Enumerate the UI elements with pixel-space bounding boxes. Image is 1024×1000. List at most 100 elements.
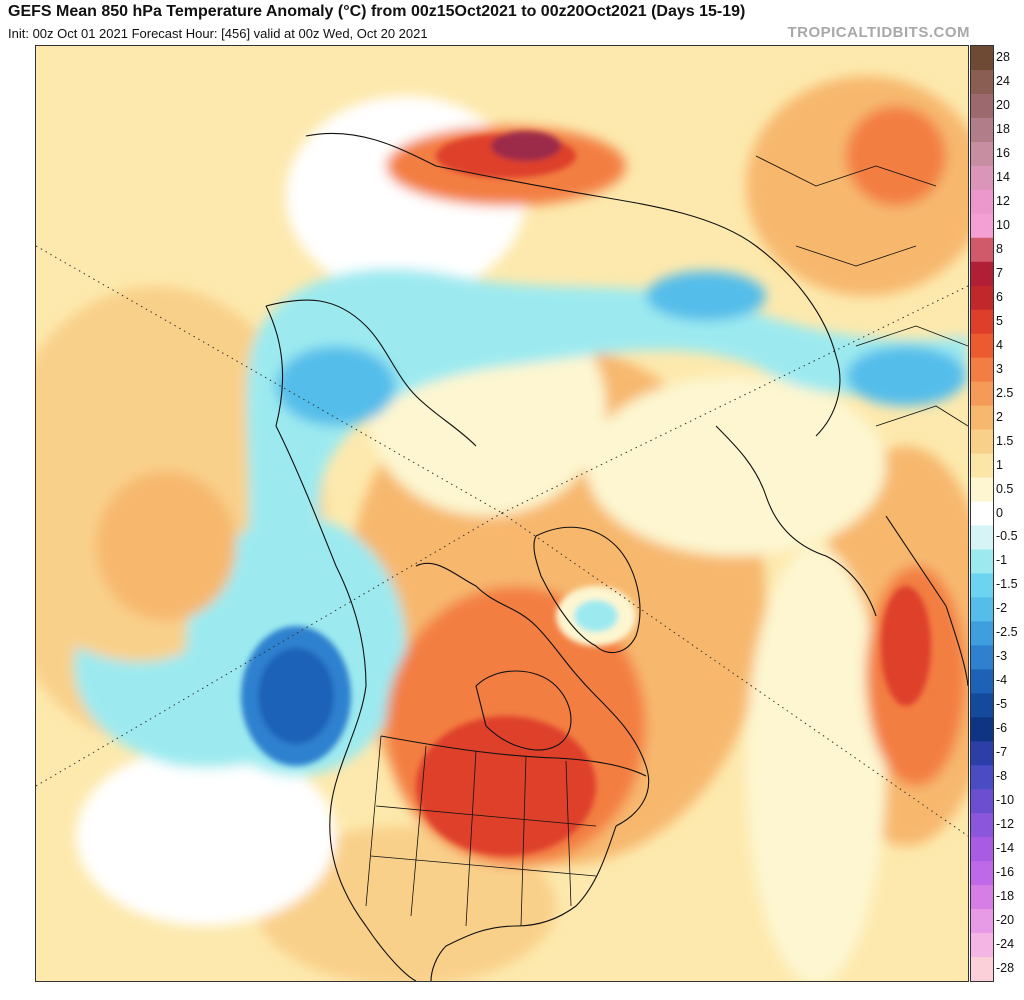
colorbar-tick-label: -4 <box>996 673 1008 688</box>
coast-north-america-west <box>265 305 417 981</box>
coast-greenland <box>533 526 641 654</box>
coast-scandinavia <box>715 425 877 617</box>
colorbar-tick-label: -18 <box>996 889 1015 904</box>
graticule-lines <box>36 245 968 837</box>
colorbar-tick-label: -10 <box>996 793 1015 808</box>
colorbar-tick-label: 1.5 <box>996 433 1014 448</box>
colorbar-tick-label: 4 <box>996 337 1003 352</box>
colorbar-tick-label: -2 <box>996 601 1008 616</box>
colorbar-tick-label: -20 <box>996 913 1015 928</box>
border-us-states <box>365 735 597 927</box>
colorbar-swatches <box>971 46 993 981</box>
graticule-meridian-se <box>501 512 968 837</box>
colorbar-swatch <box>971 261 993 287</box>
anomaly-cool-greenland <box>574 600 618 632</box>
colorbar-tick-label: -0.5 <box>996 529 1018 544</box>
colorbar-tick-label: 0.5 <box>996 481 1014 496</box>
colorbar-tick-label: 24 <box>996 73 1010 88</box>
coastlines <box>265 132 968 981</box>
colorbar-tick-label: 2 <box>996 409 1003 424</box>
colorbar-swatch <box>971 453 993 479</box>
colorbar-swatch <box>971 837 993 862</box>
anomaly-cool-alaska <box>276 346 396 426</box>
forecast-init-subtitle: Init: 00z Oct 01 2021 Forecast Hour: [45… <box>8 26 428 41</box>
colorbar-tick-label: 10 <box>996 217 1010 232</box>
anomaly-neutral-scandinavia <box>586 376 886 556</box>
coast-hudson-bay <box>475 670 572 751</box>
colorbar-swatch <box>971 813 993 838</box>
colorbar-swatch <box>971 117 993 143</box>
anomaly-warm-mexico-region <box>256 826 556 981</box>
site-brand-watermark[interactable]: TROPICALTIDBITS.COM <box>787 24 970 41</box>
anomaly-cool-east-asia <box>846 346 966 406</box>
colorbar-tick-label: -2.5 <box>996 625 1018 640</box>
coast-canada-arctic <box>415 562 650 827</box>
anomaly-neutral-atlantic <box>746 546 886 981</box>
anomaly-peak-shading <box>241 131 931 856</box>
colorbar-swatch <box>971 46 993 71</box>
colorbar-swatch <box>971 285 993 311</box>
colorbar-tick-label: 18 <box>996 121 1010 136</box>
colorbar-swatch <box>971 501 993 526</box>
colorbar-swatch <box>971 669 993 694</box>
colorbar-swatch <box>971 717 993 742</box>
coast-us-east-gulf <box>430 825 617 981</box>
colorbar-swatch <box>971 861 993 886</box>
colorbar-swatch <box>971 597 993 622</box>
anomaly-map-canvas <box>36 46 968 981</box>
anomaly-peak-siberia <box>491 131 561 161</box>
colorbar-swatch <box>971 621 993 646</box>
colorbar-swatch <box>971 237 993 263</box>
colorbar-swatch <box>971 141 993 167</box>
graticule-meridian-sw <box>36 512 503 787</box>
colorbar-tick-label: 3 <box>996 361 1003 376</box>
colorbar-swatch <box>971 741 993 766</box>
colorbar-tick-label: -1.5 <box>996 577 1018 592</box>
colorbar <box>970 45 994 982</box>
colorbar-tick-label: -1 <box>996 553 1008 568</box>
anomaly-cold-peak-pacific <box>258 648 334 744</box>
colorbar-tick-label: -6 <box>996 721 1008 736</box>
colorbar-tick-label: -16 <box>996 865 1015 880</box>
colorbar-tick-label: 8 <box>996 241 1003 256</box>
colorbar-swatch <box>971 933 993 958</box>
colorbar-swatch <box>971 693 993 718</box>
graticule-meridian-ne <box>501 285 968 514</box>
colorbar-tick-label: -14 <box>996 841 1015 856</box>
colorbar-swatch <box>971 645 993 670</box>
colorbar-swatch <box>971 957 993 981</box>
colorbar-swatch <box>971 309 993 335</box>
colorbar-tick-label: 12 <box>996 193 1010 208</box>
border-eurasia-countries <box>755 155 968 427</box>
anomaly-map <box>35 45 969 982</box>
colorbar-swatch <box>971 525 993 550</box>
colorbar-tick-label: 6 <box>996 289 1003 304</box>
colorbar-tick-label: 5 <box>996 313 1003 328</box>
colorbar-tick-label: 2.5 <box>996 385 1014 400</box>
colorbar-tick-label: 28 <box>996 49 1010 64</box>
colorbar-swatch <box>971 381 993 407</box>
colorbar-swatch <box>971 213 993 239</box>
colorbar-tick-label: -5 <box>996 697 1008 712</box>
colorbar-swatch <box>971 549 993 574</box>
anomaly-hot-core-europe <box>881 586 931 706</box>
colorbar-tick-label: -8 <box>996 769 1008 784</box>
colorbar-tick-label: 7 <box>996 265 1003 280</box>
coast-eurasia-arctic <box>305 132 841 437</box>
colorbar-swatch <box>971 405 993 431</box>
colorbar-swatch <box>971 93 993 119</box>
anomaly-hot-core-great-lakes <box>416 716 596 856</box>
colorbar-swatch <box>971 357 993 383</box>
anomaly-warm-east-asia-core <box>846 106 946 206</box>
border-us-canada <box>380 735 647 777</box>
colorbar-swatch <box>971 477 993 503</box>
anomaly-cool-central-asia <box>646 271 766 321</box>
colorbar-swatch <box>971 789 993 814</box>
coast-europe-west <box>885 515 968 687</box>
coast-alaska <box>265 299 477 447</box>
colorbar-tick-label: 16 <box>996 145 1010 160</box>
colorbar-tick-label: -7 <box>996 745 1008 760</box>
colorbar-swatch <box>971 165 993 191</box>
chart-title: GEFS Mean 850 hPa Temperature Anomaly (°… <box>8 3 746 20</box>
colorbar-swatch <box>971 765 993 790</box>
